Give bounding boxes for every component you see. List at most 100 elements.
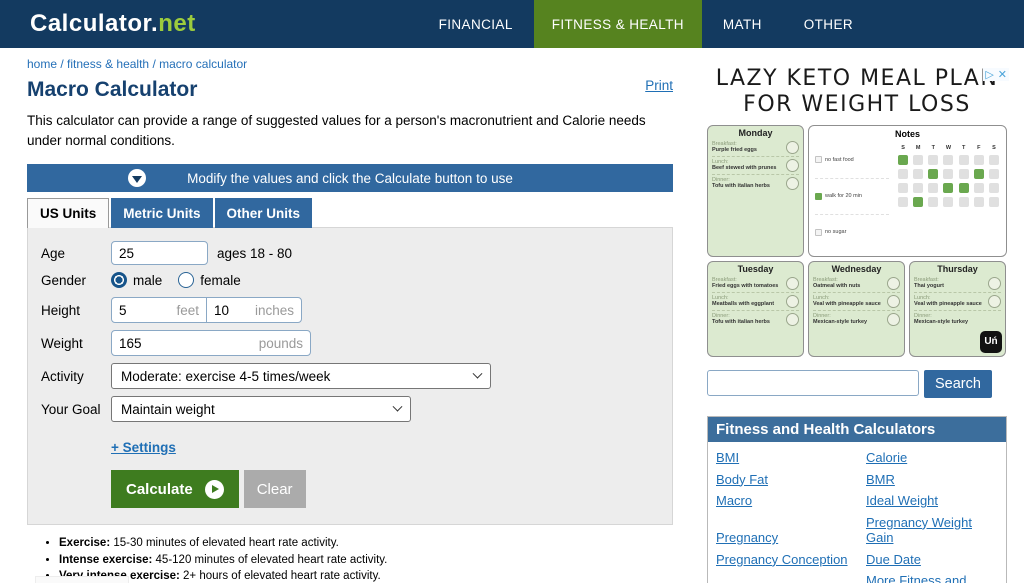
habit-cell (958, 154, 969, 165)
habit-cell (913, 182, 924, 193)
nav-math[interactable]: MATH (722, 16, 762, 32)
gender-male-radio[interactable] (111, 272, 127, 289)
gender-male-option[interactable]: male (111, 272, 163, 289)
food-doodle-icon (887, 295, 900, 309)
link-body-fat[interactable]: Body Fat (716, 471, 769, 487)
height-row: Height feet inches (41, 297, 672, 324)
habit-cell (943, 196, 954, 207)
link-calorie[interactable]: Calorie (866, 449, 908, 465)
habit-cell (988, 196, 999, 207)
habit-cell (928, 154, 939, 165)
instruction-bar: Modify the values and click the Calculat… (27, 164, 673, 193)
breadcrumb-macro-calculator[interactable]: macro calculator (159, 57, 248, 71)
food-doodle-icon (786, 295, 799, 309)
print-link[interactable]: Print (645, 78, 673, 93)
search-bar: Search (707, 369, 1007, 398)
navbar: Calculator. net FINANCIAL FITNESS & HEALT… (0, 0, 1024, 48)
breadcrumb: home / fitness & health / macro calculat… (27, 57, 673, 71)
notes-card: Notes no fast food walk for 20 min no su… (808, 124, 1007, 257)
weekday-letter: T (961, 144, 966, 151)
weight-box: pounds (111, 330, 311, 357)
habit-cell (958, 182, 969, 193)
weight-unit: pounds (258, 335, 303, 351)
ad-close-icon[interactable]: ✕ (997, 69, 1007, 81)
habit-cell (973, 154, 984, 165)
link-bmi[interactable]: BMI (716, 449, 740, 465)
checkbox-icon (815, 156, 822, 164)
habit-cell (913, 168, 924, 179)
gender-male-label: male (133, 272, 163, 288)
tab-other-units[interactable]: Other Units (214, 198, 313, 229)
weight-row: Weight pounds (41, 330, 672, 357)
meal-card-tuesday: Tuesday Breakfast: Fried eggs with tomato… (707, 260, 804, 357)
link-ideal-weight[interactable]: Ideal Weight (866, 493, 939, 509)
gender-female-radio[interactable] (178, 272, 195, 289)
button-row: Calculate Clear (111, 470, 672, 509)
activity-select[interactable]: Moderate: exercise 4-5 times/week (111, 363, 491, 390)
weight-input[interactable] (119, 335, 219, 351)
content: home / fitness & health / macro calculat… (0, 48, 1024, 583)
habit-cell (958, 168, 969, 179)
unit-tabs: US Units Metric Units Other Units (27, 198, 673, 229)
height-inches-unit: inches (254, 302, 294, 318)
ad-controls: ▷ ✕ (983, 68, 1009, 81)
advertisement[interactable]: ▷ ✕ LAZY KETO MEAL PLAN FOR WEIGHT LOSS … (707, 66, 1009, 357)
clear-button[interactable]: Clear (243, 470, 306, 509)
food-doodle-icon (988, 276, 1001, 290)
habit-cell (943, 182, 954, 193)
habit-cell (973, 182, 984, 193)
day-title: Thursday (937, 263, 978, 274)
calculators-box-title: Fitness and Health Calculators (708, 416, 1006, 442)
title-row: Macro Calculator Print (27, 78, 673, 102)
sidebar: ▷ ✕ LAZY KETO MEAL PLAN FOR WEIGHT LOSS … (707, 48, 1009, 583)
tab-us-units[interactable]: US Units (27, 198, 110, 229)
height-feet-unit: feet (176, 302, 199, 318)
calculate-button[interactable]: Calculate (111, 470, 239, 509)
age-row: Age ages 18 - 80 (41, 241, 672, 266)
nav-financial[interactable]: FINANCIAL (438, 16, 513, 32)
activity-label: Activity (41, 368, 84, 384)
link-pregnancy[interactable]: Pregnancy (716, 530, 779, 546)
meal-card-monday: Monday Breakfast: Purple fried eggs Lunch… (707, 124, 804, 257)
down-arrow-icon[interactable] (128, 169, 146, 188)
height-inches-input[interactable] (214, 302, 252, 318)
breadcrumb-fitness-health[interactable]: fitness & health (67, 57, 150, 71)
link-bmr[interactable]: BMR (866, 471, 895, 487)
search-button[interactable]: Search (924, 369, 992, 398)
gender-row: Gender male female (41, 272, 672, 289)
gender-female-label: female (200, 272, 241, 288)
habit-cell (943, 154, 954, 165)
habit-item: no fast food (815, 142, 889, 178)
weekday-letter: W (945, 144, 952, 151)
height-feet-input[interactable] (119, 302, 157, 318)
site-logo[interactable]: Calculator. net (30, 0, 196, 48)
link-pregnancy-weight-gain[interactable]: Pregnancy Weight Gain (866, 514, 972, 546)
gender-female-option[interactable]: female (178, 272, 241, 289)
footnote-exercise: Exercise: 15-30 minutes of elevated hear… (59, 535, 673, 552)
food-doodle-icon (887, 276, 900, 290)
link-due-date[interactable]: Due Date (866, 551, 921, 567)
nav-other[interactable]: OTHER (803, 16, 853, 32)
fitness-health-calculators-box: Fitness and Health Calculators BMI Calori… (707, 415, 1007, 583)
age-input[interactable] (111, 241, 208, 266)
breadcrumb-home[interactable]: home (27, 57, 58, 71)
link-pregnancy-conception[interactable]: Pregnancy Conception (716, 551, 848, 567)
cutoff-element (35, 576, 129, 583)
meal-entry: Lunch: Beef stewed with prunes (712, 156, 799, 174)
tab-metric-units[interactable]: Metric Units (111, 198, 213, 229)
goal-selected-value: Maintain weight (121, 401, 215, 417)
settings-link[interactable]: + Settings (111, 440, 176, 456)
nav-fitness-health[interactable]: FITNESS & HEALTH (533, 0, 702, 48)
page-title: Macro Calculator (27, 78, 198, 101)
weight-label: Weight (41, 335, 83, 351)
height-feet-box: feet (111, 297, 207, 324)
habit-cell (898, 168, 909, 179)
breadcrumb-separator: / (152, 57, 160, 71)
link-macro[interactable]: Macro (716, 493, 753, 509)
search-input[interactable] (707, 369, 919, 396)
habit-cell (913, 196, 924, 207)
adchoices-icon[interactable]: ▷ (985, 69, 994, 81)
link-more-fitness-health[interactable]: More Fitness and Health Calculators (866, 573, 967, 583)
goal-select[interactable]: Maintain weight (111, 396, 411, 423)
